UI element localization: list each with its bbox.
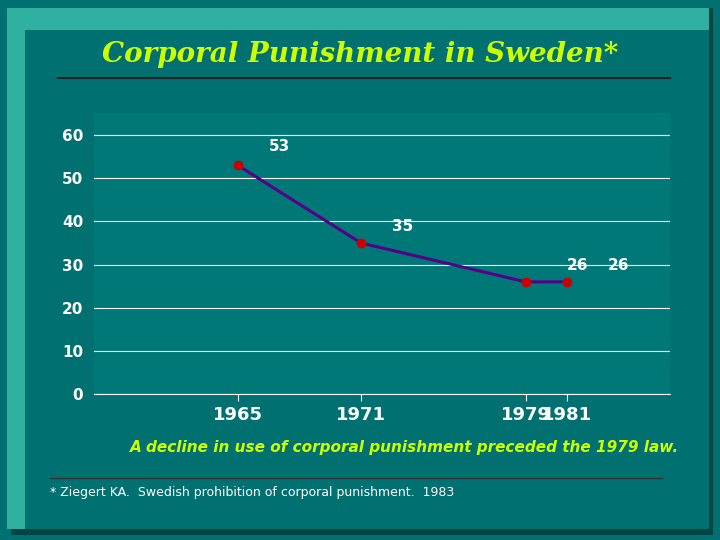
Text: 26: 26 <box>567 258 588 273</box>
FancyBboxPatch shape <box>7 8 709 30</box>
Text: 35: 35 <box>392 219 413 234</box>
Text: 53: 53 <box>269 139 289 154</box>
FancyBboxPatch shape <box>7 8 25 529</box>
FancyBboxPatch shape <box>7 8 709 529</box>
Text: A decline in use of corporal punishment preceded the 1979 law.: A decline in use of corporal punishment … <box>130 440 679 455</box>
Text: 26: 26 <box>608 258 629 273</box>
Text: Corporal Punishment in Sweden*: Corporal Punishment in Sweden* <box>102 40 618 68</box>
Text: * Ziegert KA.  Swedish prohibition of corporal punishment.  1983: * Ziegert KA. Swedish prohibition of cor… <box>50 486 454 499</box>
FancyBboxPatch shape <box>11 8 713 535</box>
